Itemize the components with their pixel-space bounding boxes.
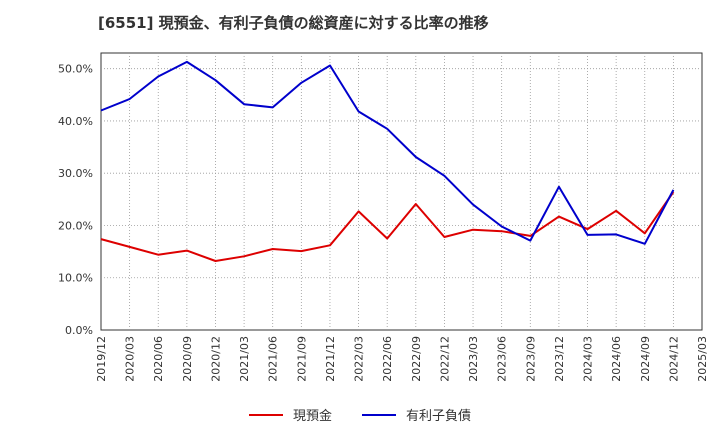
x-tick-label: 2023/03 xyxy=(467,336,480,382)
series-line-debt xyxy=(100,60,675,245)
x-tick-label: 2022/12 xyxy=(438,336,451,382)
legend: 現預金 有利子負債 xyxy=(0,405,720,424)
x-tick-label: 2021/12 xyxy=(324,336,337,382)
x-tick-label: 2023/12 xyxy=(553,336,566,382)
x-tick-label: 2020/03 xyxy=(124,336,137,382)
x-tick-label: 2020/12 xyxy=(209,336,222,382)
x-tick-label: 2022/09 xyxy=(410,336,423,382)
x-tick-label: 2025/03 xyxy=(696,336,709,382)
y-tick-label: 40.0% xyxy=(58,115,93,128)
y-tick-label: 10.0% xyxy=(58,272,93,285)
x-tick-label: 2024/03 xyxy=(582,336,595,382)
legend-label-cash: 現預金 xyxy=(292,409,332,424)
legend-label-debt: 有利子負債 xyxy=(406,409,472,424)
x-tick-label: 2024/09 xyxy=(639,336,652,382)
y-tick-label: 20.0% xyxy=(58,219,93,232)
legend-item-debt: 有利子負債 xyxy=(362,405,471,424)
x-tick-label: 2022/03 xyxy=(353,336,366,382)
series-line-cash xyxy=(100,191,675,262)
x-tick-label: 2021/06 xyxy=(267,336,280,382)
x-tick-label: 2023/09 xyxy=(524,336,537,382)
x-tick-label: 2021/03 xyxy=(238,336,251,382)
x-tick-label: 2021/09 xyxy=(295,336,308,382)
x-tick-label: 2020/06 xyxy=(152,336,165,382)
y-tick-label: 50.0% xyxy=(58,63,93,76)
y-tick-label: 0.0% xyxy=(65,324,93,337)
x-tick-label: 2024/06 xyxy=(610,336,623,382)
x-tick-label: 2020/09 xyxy=(181,336,194,382)
x-tick-label: 2023/06 xyxy=(496,336,509,382)
y-tick-label: 30.0% xyxy=(58,167,93,180)
x-tick-label: 2024/12 xyxy=(667,336,680,382)
x-tick-label: 2022/06 xyxy=(381,336,394,382)
plot-area xyxy=(100,52,703,331)
chart-title: [6551] 現預金、有利子負債の総資産に対する比率の推移 xyxy=(98,14,489,32)
legend-item-cash: 現預金 xyxy=(248,405,332,424)
x-tick-label: 2019/12 xyxy=(95,336,108,382)
legend-swatch-cash xyxy=(248,413,283,416)
legend-swatch-debt xyxy=(362,413,396,416)
